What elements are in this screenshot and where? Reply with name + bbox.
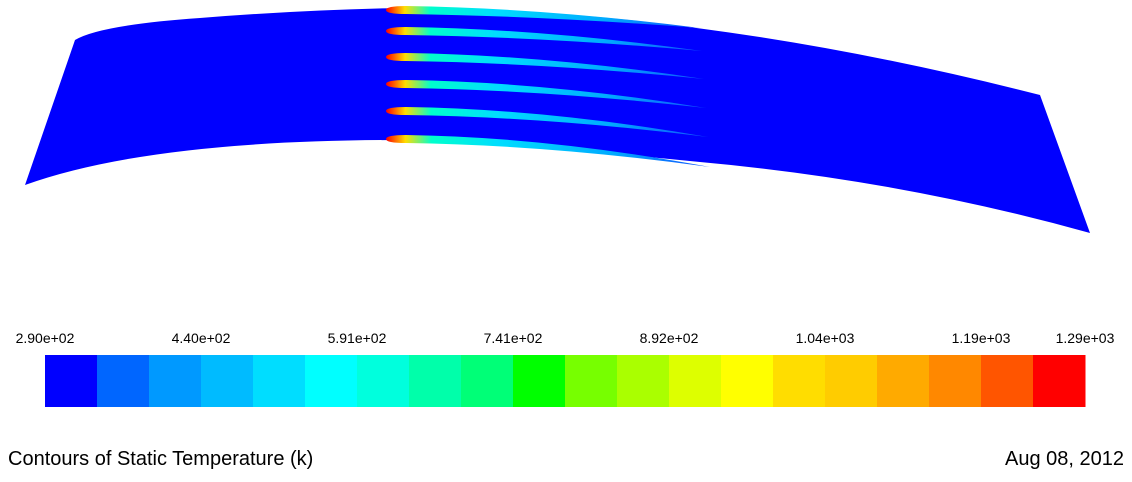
- streak: [386, 80, 706, 108]
- streak: [386, 6, 700, 28]
- temperature-streaks: [386, 6, 710, 167]
- colorbar-label: 2.90e+02: [16, 330, 75, 346]
- colorbar-labels: 2.90e+02 4.40e+02 5.91e+02 7.41e+02 8.92e+02…: [16, 330, 1115, 346]
- color-swatch: [305, 355, 358, 407]
- streak: [386, 27, 702, 51]
- color-swatch: [929, 355, 982, 407]
- streak: [386, 107, 708, 137]
- colorbar-label: 1.04e+03: [796, 330, 855, 346]
- color-swatch: [981, 355, 1034, 407]
- color-swatch: [357, 355, 410, 407]
- plot-title: Contours of Static Temperature (k): [8, 448, 313, 470]
- color-swatch: [513, 355, 566, 407]
- color-swatch: [253, 355, 306, 407]
- colorbar: [45, 355, 1086, 407]
- color-swatch: [825, 355, 878, 407]
- color-swatch: [773, 355, 826, 407]
- color-swatch: [669, 355, 722, 407]
- color-swatch: [409, 355, 462, 407]
- colorbar-label: 1.29e+03: [1056, 330, 1115, 346]
- color-swatch: [201, 355, 254, 407]
- color-swatch: [1033, 355, 1086, 407]
- streak: [386, 135, 710, 167]
- color-swatch: [565, 355, 618, 407]
- color-swatch: [149, 355, 202, 407]
- color-swatch: [721, 355, 774, 407]
- colorbar-label: 1.19e+03: [952, 330, 1011, 346]
- colorbar-label: 4.40e+02: [172, 330, 231, 346]
- color-swatch: [45, 355, 98, 407]
- colorbar-label: 8.92e+02: [640, 330, 699, 346]
- color-swatch: [877, 355, 930, 407]
- color-swatch: [461, 355, 514, 407]
- color-swatch: [617, 355, 670, 407]
- streak: [386, 53, 704, 79]
- plot-date: Aug 08, 2012: [1005, 448, 1124, 470]
- color-swatch: [97, 355, 150, 407]
- colorbar-label: 5.91e+02: [328, 330, 387, 346]
- colorbar-label: 7.41e+02: [484, 330, 543, 346]
